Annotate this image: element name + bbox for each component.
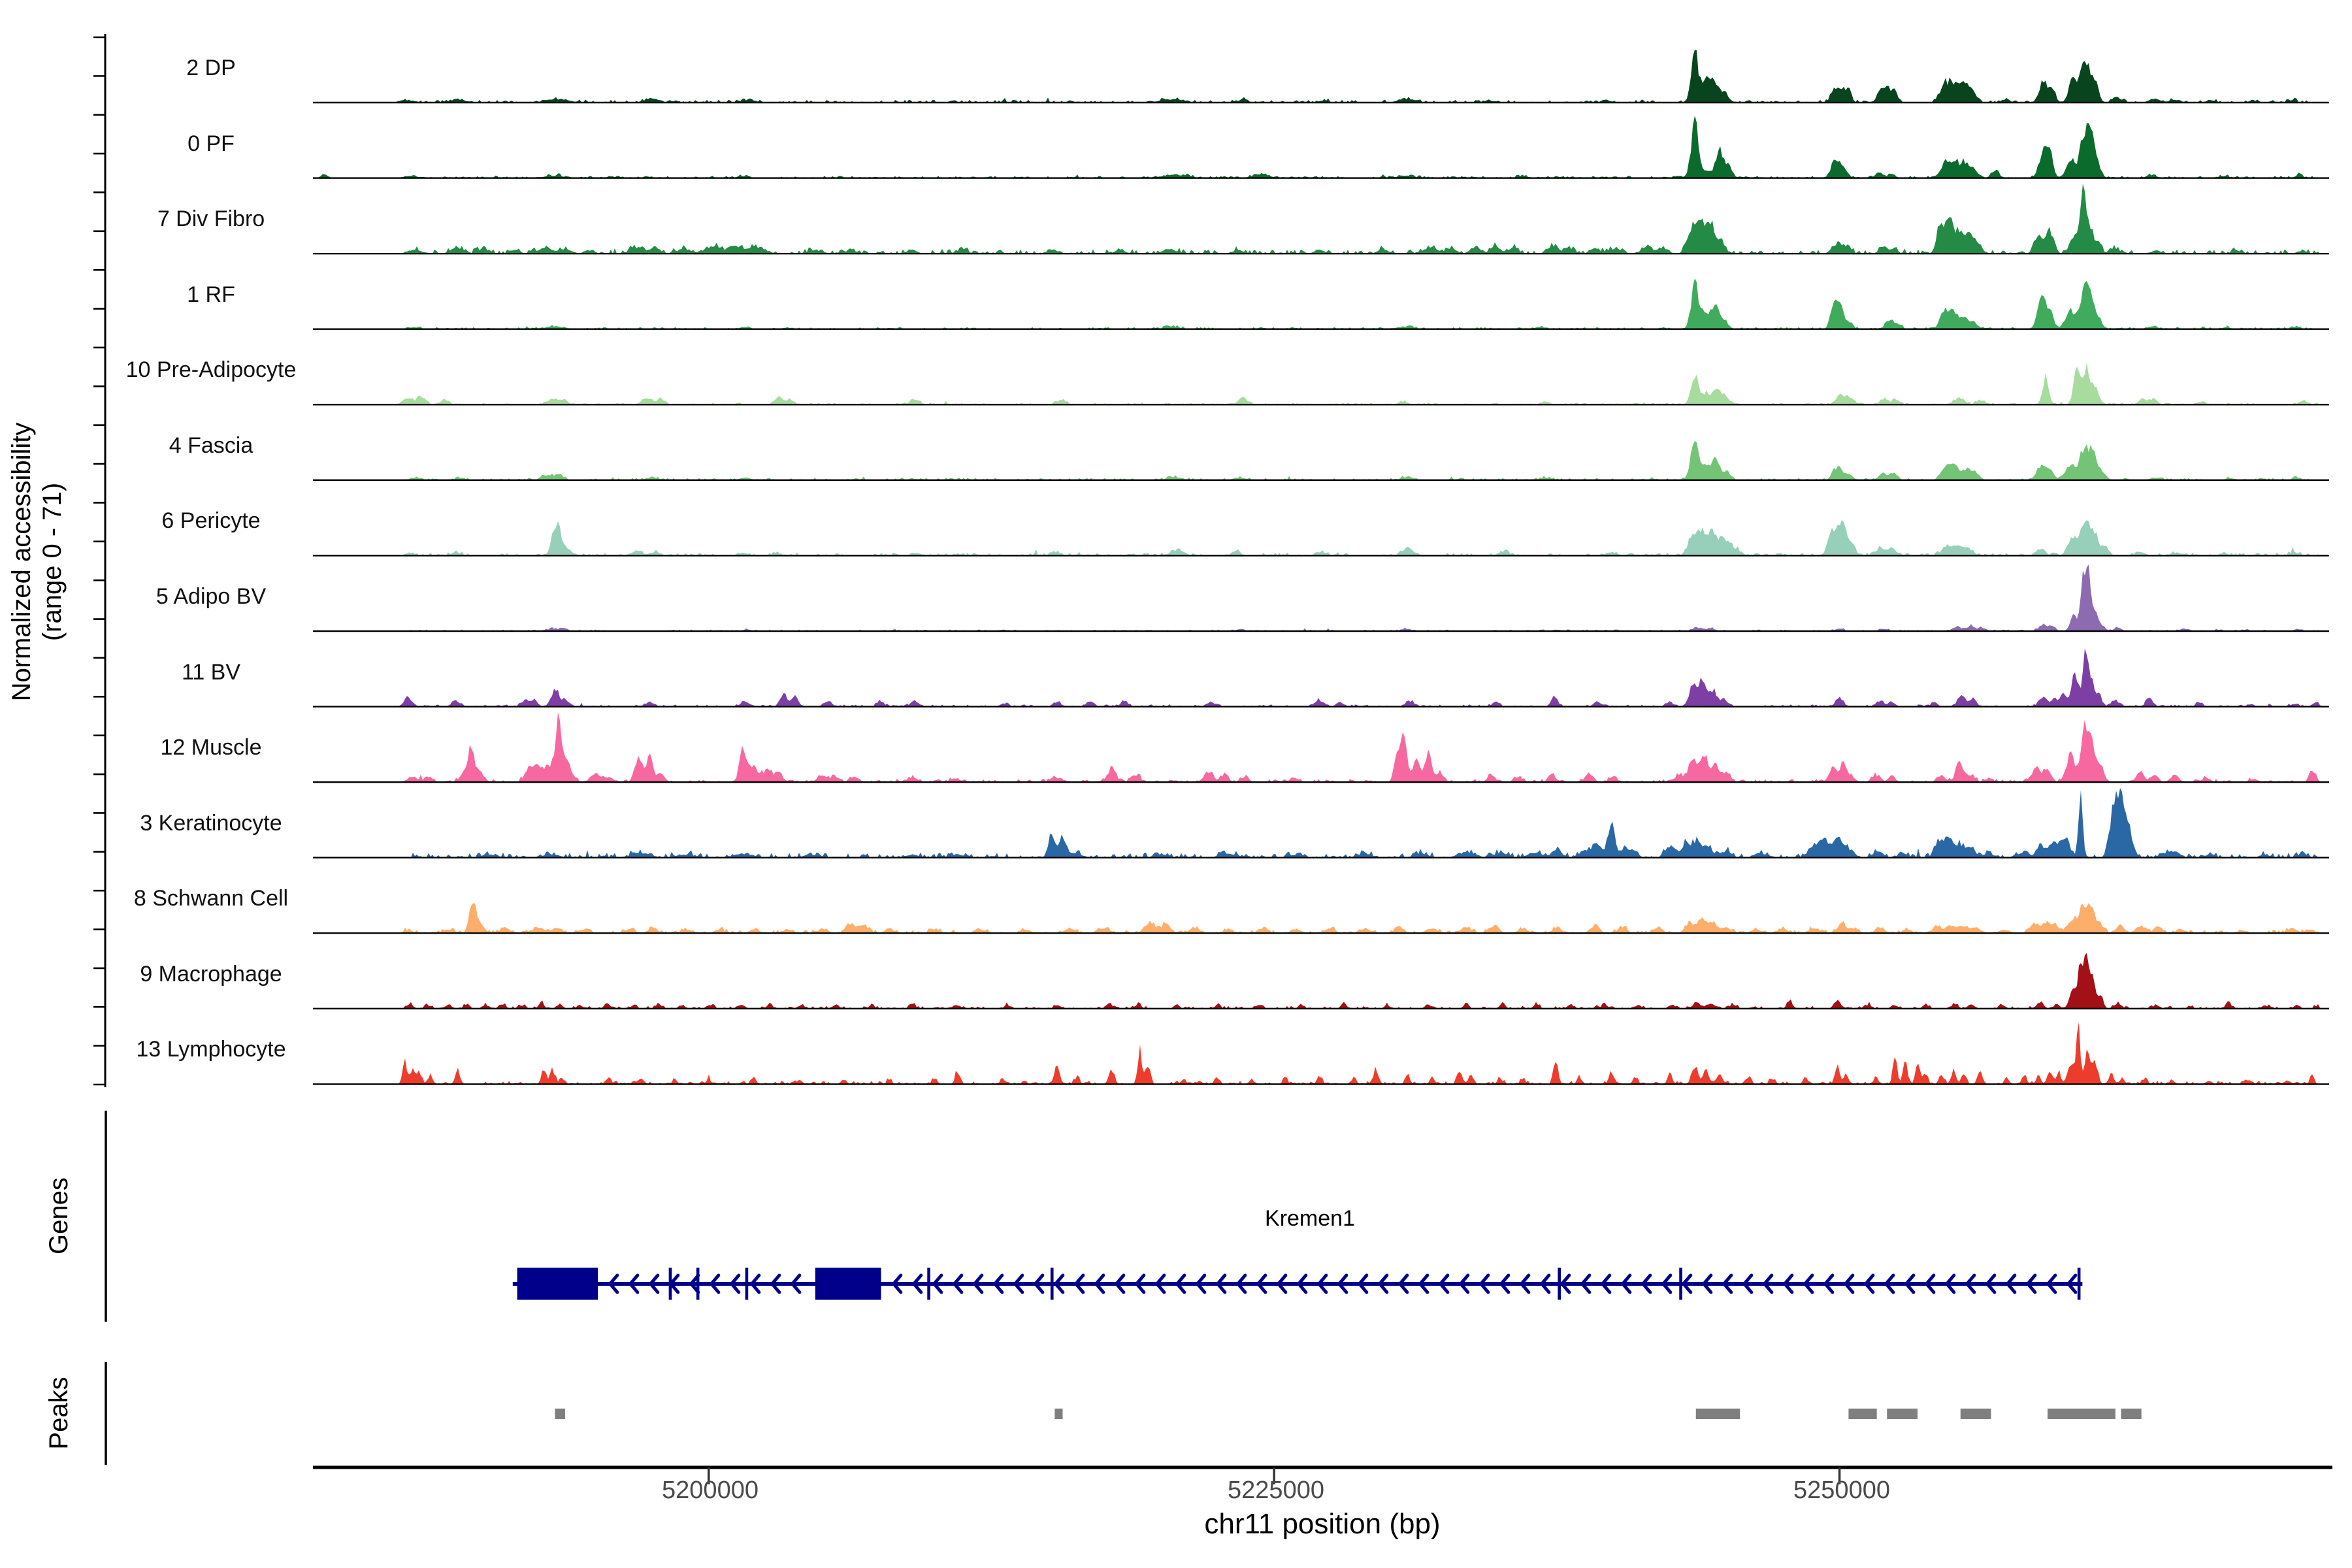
x-tick-label-5250000: 5250000	[1793, 1477, 1890, 1504]
track-label-2-dp: 2 DP	[186, 56, 236, 80]
signal-area-0-pf	[315, 116, 2327, 178]
signal-area-9-macrophage	[315, 953, 2327, 1009]
track-label-5-adipo-bv: 5 Adipo BV	[155, 583, 267, 609]
signal-area-4-fascia	[315, 440, 2327, 480]
gene-model-kremen1	[512, 1267, 2083, 1300]
track-label-10-pre-adipocyte: 10 Pre-Adipocyte	[125, 357, 297, 383]
y-axis-label-line2: (range 0 - 71)	[38, 482, 67, 642]
x-tick-label-5225000: 5225000	[1228, 1477, 1324, 1504]
y-axis-label: Normalized accessibility (range 0 - 71)	[7, 268, 69, 856]
signal-area-1-rf	[315, 278, 2327, 329]
track-label-3-keratinocyte: 3 Keratinocyte	[140, 810, 282, 836]
track-label-1-rf: 1 RF	[187, 282, 235, 307]
x-tick-label-5200000: 5200000	[662, 1477, 759, 1504]
track-label-4-fascia: 4 Fascia	[169, 433, 253, 458]
signal-area-10-pre-adipocyte	[315, 363, 2327, 405]
signal-area-2-dp	[315, 50, 2327, 103]
track-label-9-macrophage: 9 Macrophage	[140, 961, 282, 987]
signal-area-13-lymphocyte	[315, 1022, 2327, 1085]
signal-area-8-schwann-cell	[315, 902, 2327, 934]
called-peaks-row	[555, 1409, 2142, 1419]
track-label-7-div-fibro: 7 Div Fibro	[157, 206, 265, 232]
x-axis-title: chr11 position (bp)	[1204, 1508, 1441, 1540]
track-label-0-pf: 0 PF	[188, 131, 235, 156]
genes-section-label: Genes	[44, 1177, 73, 1254]
track-label-13-lymphocyte: 13 Lymphocyte	[136, 1037, 286, 1062]
signal-area-7-div-fibro	[315, 184, 2327, 254]
signal-area-11-bv	[315, 648, 2327, 707]
peaks-section-label: Peaks	[44, 1377, 73, 1450]
signal-area-3-keratinocyte	[315, 788, 2327, 858]
gene-name-label: Kremen1	[1265, 1206, 1355, 1231]
signal-area-12-muscle	[315, 712, 2327, 783]
y-axis-label-line1: Normalized accessibility	[7, 422, 36, 702]
signal-area-6-pericyte	[315, 520, 2327, 556]
x-axis	[313, 1465, 2332, 1484]
track-label-6-pericyte: 6 Pericyte	[161, 508, 261, 534]
track-label-8-schwann-cell: 8 Schwann Cell	[133, 886, 289, 911]
y-tick-axis	[93, 34, 106, 1087]
signal-area-5-adipo-bv	[315, 564, 2327, 631]
track-label-11-bv: 11 BV	[181, 659, 241, 685]
track-label-12-muscle: 12 Muscle	[160, 735, 262, 760]
